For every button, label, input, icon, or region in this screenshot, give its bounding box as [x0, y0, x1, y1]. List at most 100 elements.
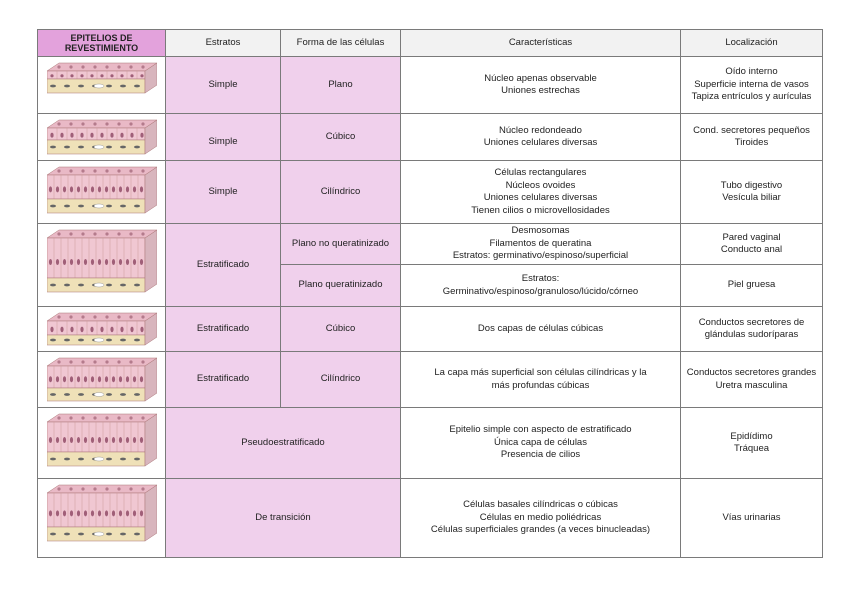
table-row: Simple Cúbico Núcleo redondeado Uniones c… [37, 113, 823, 161]
tissue-illustration-icon [46, 119, 157, 155]
localizacion-cell: Cond. secretores pequeños Tiroides [680, 113, 823, 161]
localizacion-cell: Oído interno Superficie interna de vasos T… [680, 56, 823, 114]
text-line: Germinativo/espinoso/granuloso/lúcido/có… [442, 285, 639, 297]
localizacion-cell: Conductos secretores grandes Uretra mascu… [680, 351, 823, 408]
text-line: Células basales cilíndricas o cúbicas [463, 499, 618, 511]
text-line: Tráquea [733, 443, 770, 454]
tissue-illustration-icon [46, 62, 157, 94]
text-line: Núcleos ovoides [505, 179, 576, 191]
table-row: Estratificado Plano no queratinizado Des… [37, 223, 823, 307]
tissue-illustration-icon [46, 484, 157, 542]
text-line: Tiroides [734, 137, 769, 148]
table-row: De transición Células basales cilíndrica… [37, 478, 823, 558]
text-line: Superficie interna de vasos [694, 78, 809, 90]
header-estratos: Estratos [165, 29, 281, 57]
text-line: Núcleo redondeado [499, 124, 582, 136]
table-row: Plano queratinizado Estratos: Germinativo… [38, 264, 823, 307]
estratos-cell: Simple [165, 56, 281, 114]
estratos-cell: Estratificado [165, 351, 281, 408]
text-line: Células rectangulares [494, 167, 587, 178]
table-row: Simple Plano Núcleo apenas observable Uni… [37, 56, 823, 114]
tissue-image [37, 160, 166, 224]
text-line: Vías urinarias [722, 511, 781, 523]
forma-cell: Cúbico [280, 306, 401, 352]
header-title: EPITELIOS DE REVESTIMIENTO [37, 29, 166, 57]
localizacion-cell: Vías urinarias [680, 478, 823, 558]
text-line: Presencia de cilios [500, 449, 581, 461]
caracteristicas-cell: Núcleo apenas observable Uniones estrecha… [400, 56, 681, 114]
text-line: Uniones celulares diversas [483, 192, 598, 203]
text-line: Estratos: germinativo/espinoso/superfici… [452, 250, 629, 262]
tissue-illustration-icon [46, 229, 157, 293]
tissue-image [37, 223, 166, 307]
header-forma: Forma de las células [280, 29, 401, 57]
forma-cell: Plano no queratinizado [280, 223, 401, 265]
caracteristicas-cell: Células rectangulares Núcleos ovoides Unio… [400, 160, 681, 224]
tissue-image [37, 56, 166, 114]
tissue-illustration-icon [46, 312, 157, 346]
table-row: Estratificado Cúbico Dos capas de célula… [37, 306, 823, 352]
localizacion-cell: Piel gruesa [680, 264, 823, 307]
table-row: Estratificado Cilíndrico La capa más sup… [37, 351, 823, 408]
text-line: Única capa de células [494, 436, 587, 448]
forma-cell: Plano queratinizado [280, 264, 401, 307]
text-line: Desmosomas [511, 225, 570, 237]
text-line: La capa más superficial son células cilí… [434, 367, 647, 378]
text-line: Uretra masculina [715, 379, 788, 391]
text-line: Epidídimo [730, 430, 773, 442]
forma-cell: Cilíndrico [280, 160, 401, 224]
text-line: Tubo digestivo [720, 179, 783, 191]
tissue-illustration-icon [46, 413, 157, 467]
tissue-image [37, 113, 166, 161]
text-line: Células en medio poliédricas [479, 511, 602, 523]
tissue-image [37, 306, 166, 352]
caracteristicas-cell: Dos capas de células cúbicas [400, 306, 681, 352]
forma-cell: Cilíndrico [280, 351, 401, 408]
tissue-illustration-icon [46, 357, 157, 402]
text-line: Tapiza entrículos y aurículas [691, 91, 812, 103]
header-localizacion: Localización [680, 29, 823, 57]
estratos-cell: De transición [165, 478, 401, 558]
text-line: Estratos: [521, 273, 560, 284]
estratos-cell: Estratificado [165, 306, 281, 352]
tissue-image [37, 407, 166, 479]
text-line: Oído interno [725, 66, 778, 78]
text-line: Filamentos de queratina [489, 237, 592, 249]
localizacion-cell: Conductos secretores de glándulas sudoríp… [680, 306, 823, 352]
text-line: Dos capas de células cúbicas [477, 322, 604, 334]
localizacion-cell: Tubo digestivo Vesícula biliar [680, 160, 823, 224]
header-row: EPITELIOS DE REVESTIMIENTO Estratos Form… [37, 29, 823, 57]
text-line: Vesícula biliar [722, 192, 781, 203]
localizacion-cell: Epidídimo Tráquea [680, 407, 823, 479]
text-line: Células superficiales grandes (a veces b… [430, 524, 651, 536]
estratos-cell: Pseudoestratificado [165, 407, 401, 479]
text-line: Conducto anal [720, 244, 783, 255]
forma-cell: Cúbico [280, 113, 401, 161]
header-caracteristicas: Características [400, 29, 681, 57]
text-line: Epitelio simple con aspecto de estratifi… [449, 424, 632, 436]
text-line: glándulas sudoríparas [704, 329, 799, 340]
caracteristicas-cell: La capa más superficial son células cilí… [400, 351, 681, 408]
forma-cell: Plano [280, 56, 401, 114]
tissue-image [37, 351, 166, 408]
caracteristicas-cell: Núcleo redondeado Uniones celulares diver… [400, 113, 681, 161]
tissue-image [37, 478, 166, 558]
estratos-cell: Estratificado [165, 223, 281, 307]
tissue-illustration-icon [46, 166, 157, 214]
estratos-cell: Simple [165, 113, 281, 161]
text-line: Uniones estrechas [501, 85, 580, 96]
table-row: Simple Cilíndrico Células rectangulares N… [37, 160, 823, 224]
caracteristicas-cell: Desmosomas Filamentos de queratina Estrato… [400, 223, 681, 265]
text-line: Tienen cilios o microvellosidades [471, 204, 610, 216]
localizacion-cell: Pared vaginal Conducto anal [680, 223, 823, 265]
text-line: Cond. secretores pequeños [693, 124, 810, 136]
epithelium-table: EPITELIOS DE REVESTIMIENTO Estratos Form… [37, 29, 823, 558]
text-line: Piel gruesa [727, 279, 776, 291]
text-line: Conductos secretores grandes [686, 367, 817, 378]
caracteristicas-cell: Estratos: Germinativo/espinoso/granuloso/… [400, 264, 681, 307]
caracteristicas-cell: Células basales cilíndricas o cúbicas Cél… [400, 478, 681, 558]
text-line: Conductos secretores de [698, 316, 805, 328]
text-line: Núcleo apenas observable [484, 72, 597, 84]
table-row: Pseudoestratificado Epitelio simple con … [37, 407, 823, 479]
text-line: Pared vaginal [722, 231, 781, 243]
